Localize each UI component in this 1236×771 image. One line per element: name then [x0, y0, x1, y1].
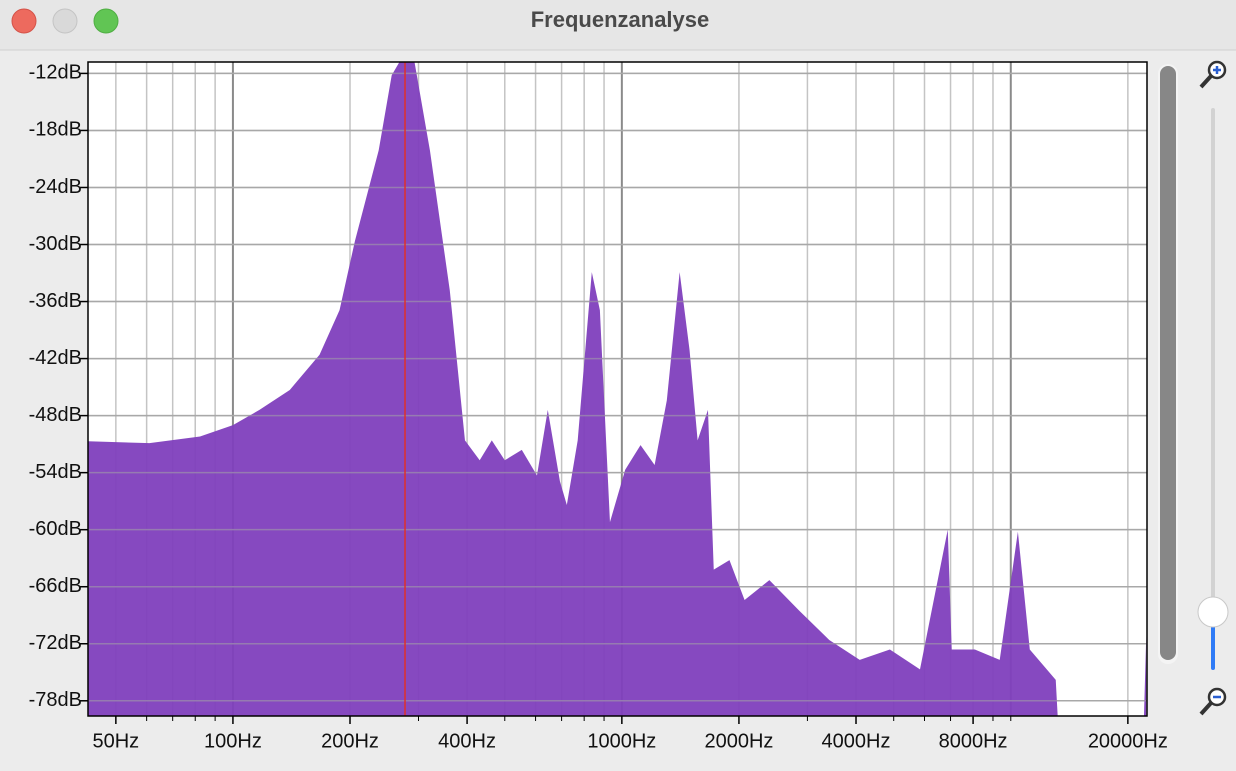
title-bar: [0, 0, 1236, 50]
minimize-button[interactable]: [52, 8, 78, 34]
y-tick-label: -78dB: [29, 689, 82, 711]
close-button[interactable]: [11, 8, 37, 34]
x-tick-label: 400Hz: [438, 730, 496, 752]
spectrum-area: [88, 62, 1147, 716]
y-tick-label: -72dB: [29, 632, 82, 654]
zoom-out-icon[interactable]: [1199, 687, 1227, 716]
x-tick-label: 100Hz: [204, 730, 262, 752]
zoom-window-button[interactable]: [93, 8, 119, 34]
x-tick-label: 50Hz: [92, 730, 139, 752]
x-tick-label: 20000Hz: [1088, 730, 1168, 752]
y-tick-label: -54dB: [29, 461, 82, 483]
x-tick-label: 2000Hz: [704, 730, 773, 752]
scrollbar-thumb[interactable]: [1160, 66, 1176, 660]
x-tick-label: 1000Hz: [587, 730, 656, 752]
zoom-in-icon[interactable]: [1199, 60, 1227, 89]
x-tick-label: 8000Hz: [939, 730, 1008, 752]
y-tick-label: -36dB: [29, 290, 82, 312]
x-tick-label: 200Hz: [321, 730, 379, 752]
y-tick-label: -18dB: [29, 119, 82, 141]
plot-border: [87, 61, 1148, 717]
y-tick-label: -66dB: [29, 575, 82, 597]
y-tick-label: -24dB: [29, 176, 82, 198]
y-tick-label: -12dB: [29, 62, 82, 84]
y-tick-label: -30dB: [29, 233, 82, 255]
y-tick-label: -48dB: [29, 404, 82, 426]
zoom-slider-knob[interactable]: [1197, 596, 1229, 628]
y-tick-label: -60dB: [29, 518, 82, 540]
x-tick-label: 4000Hz: [822, 730, 891, 752]
window-title: Frequenzanalyse: [531, 7, 710, 32]
plot: [88, 62, 1147, 716]
y-tick-label: -42dB: [29, 347, 82, 369]
